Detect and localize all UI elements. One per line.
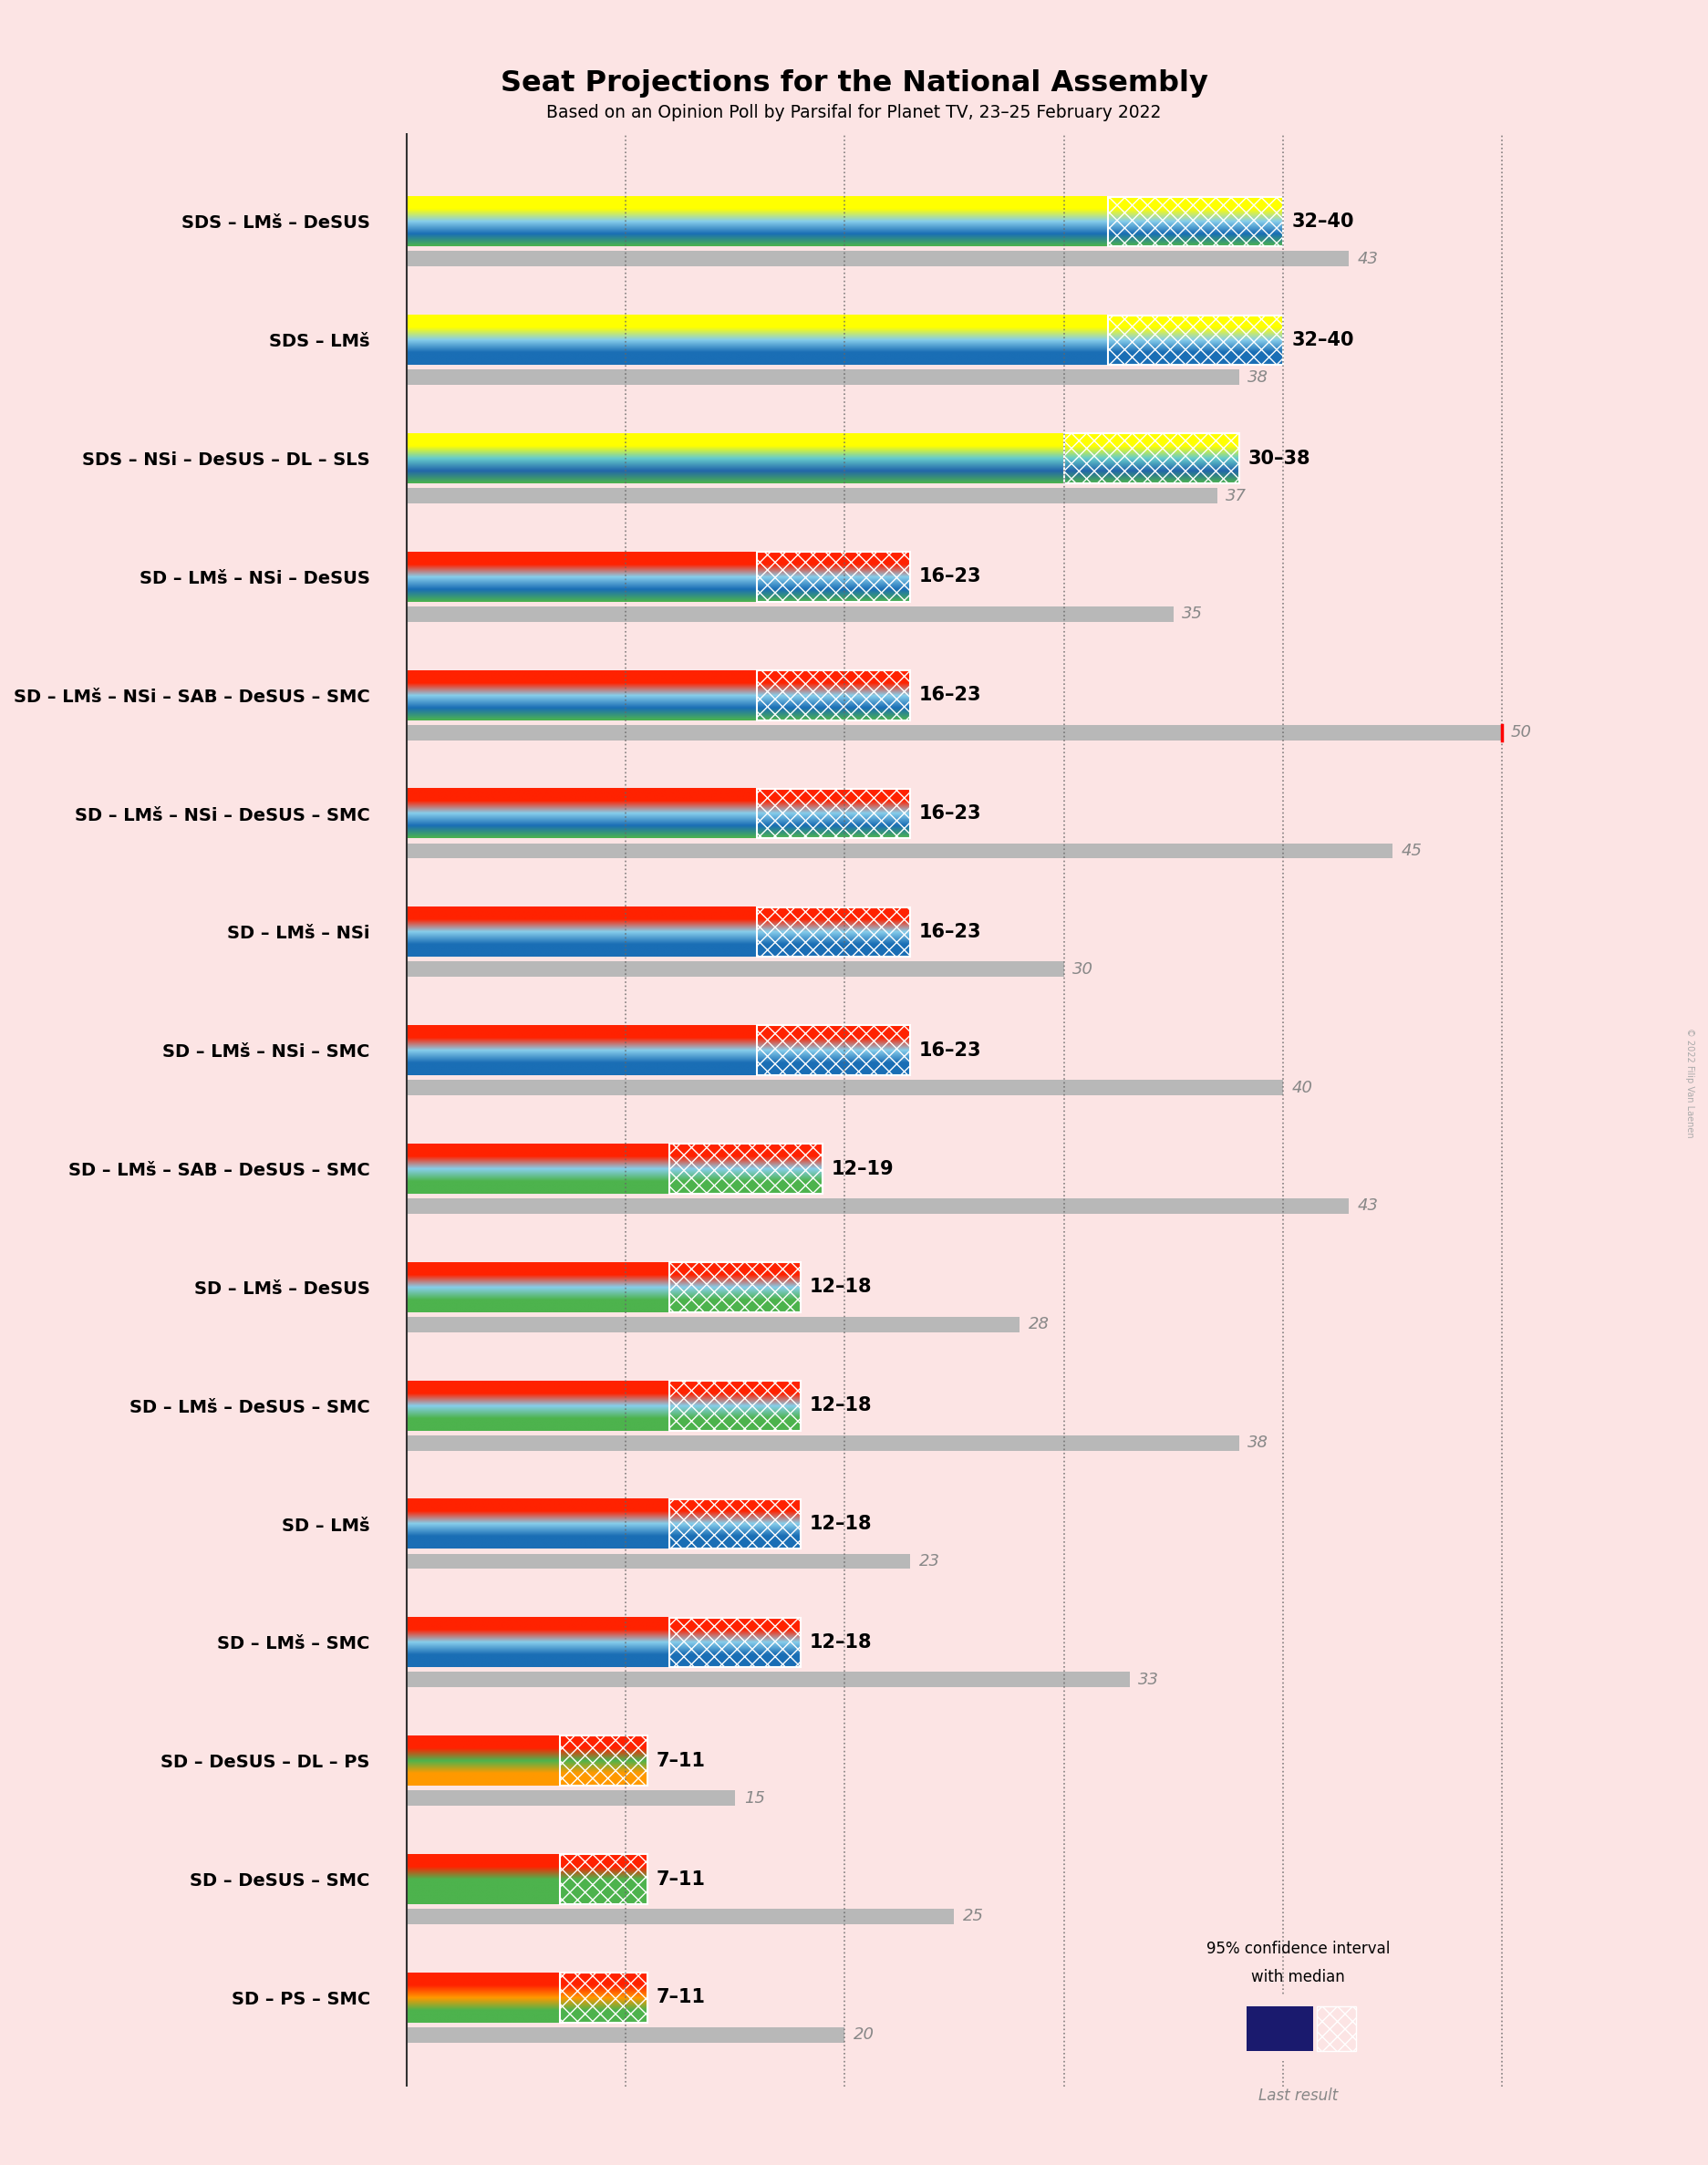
Text: 38: 38 [1249, 368, 1269, 385]
Text: 12–18: 12–18 [810, 1516, 873, 1533]
Text: © 2022 Filip Van Laenen: © 2022 Filip Van Laenen [1686, 1028, 1694, 1137]
Text: 30: 30 [1073, 961, 1093, 976]
Text: 16–23: 16–23 [919, 922, 982, 942]
Bar [407, 1435, 1238, 1451]
Bar [407, 370, 1238, 385]
Text: 50: 50 [1512, 725, 1532, 740]
Text: 33: 33 [1138, 1671, 1160, 1689]
Bar [407, 2026, 845, 2042]
Text: 16–23: 16–23 [919, 805, 982, 823]
Bar [1107, 316, 1283, 366]
Text: 37: 37 [1226, 487, 1247, 504]
Text: Based on an Opinion Poll by Parsifal for Planet TV, 23–25 February 2022: Based on an Opinion Poll by Parsifal for… [547, 104, 1161, 121]
Text: with median: with median [1252, 1968, 1344, 1985]
Bar [407, 1080, 1283, 1095]
Bar [670, 1617, 801, 1667]
Text: 12–19: 12–19 [832, 1160, 893, 1178]
Text: 32–40: 32–40 [1291, 331, 1354, 349]
Bar [407, 1554, 910, 1570]
Bar [757, 1026, 910, 1076]
Bar [407, 606, 1173, 621]
Bar [560, 1853, 647, 1903]
Bar [670, 1381, 801, 1431]
Bar [1107, 197, 1283, 247]
Text: 43: 43 [1358, 1197, 1378, 1215]
Text: 32–40: 32–40 [1291, 212, 1354, 232]
Text: 16–23: 16–23 [919, 686, 982, 704]
Text: 40: 40 [1291, 1080, 1313, 1095]
Text: 38: 38 [1249, 1435, 1269, 1451]
Text: 43: 43 [1358, 251, 1378, 266]
Bar [407, 1910, 955, 1925]
Text: Last result: Last result [1259, 2087, 1337, 2104]
Text: 28: 28 [1028, 1316, 1050, 1334]
Bar [757, 671, 910, 721]
Bar [670, 1143, 823, 1193]
Text: 35: 35 [1182, 606, 1202, 621]
Bar [407, 725, 1501, 740]
Text: 95% confidence interval: 95% confidence interval [1206, 1940, 1390, 1957]
Text: 15: 15 [745, 1790, 765, 1806]
Text: 7–11: 7–11 [656, 1871, 705, 1888]
Text: 7–11: 7–11 [656, 1987, 705, 2007]
Text: 16–23: 16–23 [919, 1041, 982, 1059]
Bar [407, 251, 1349, 266]
Text: 45: 45 [1401, 842, 1423, 860]
Bar [407, 1316, 1020, 1331]
Bar [1247, 2005, 1313, 2052]
Bar [407, 487, 1218, 502]
Text: Seat Projections for the National Assembly: Seat Projections for the National Assemb… [500, 69, 1208, 97]
Bar [407, 1790, 734, 1806]
Text: 20: 20 [854, 2026, 874, 2044]
Bar [757, 907, 910, 957]
Bar [407, 1671, 1129, 1687]
Bar [1064, 433, 1238, 483]
Text: 12–18: 12–18 [810, 1396, 873, 1414]
Bar [407, 961, 1064, 976]
Bar [560, 1972, 647, 2022]
Text: 16–23: 16–23 [919, 567, 982, 587]
Text: 12–18: 12–18 [810, 1277, 873, 1297]
Bar [407, 842, 1392, 860]
Text: 12–18: 12–18 [810, 1632, 873, 1652]
Bar [407, 1199, 1349, 1215]
Text: 30–38: 30–38 [1249, 448, 1310, 468]
Text: 7–11: 7–11 [656, 1751, 705, 1771]
Text: 23: 23 [919, 1552, 939, 1570]
Bar [1317, 2005, 1356, 2052]
Bar [670, 1262, 801, 1312]
Bar [757, 788, 910, 838]
Text: 25: 25 [963, 1907, 984, 1925]
Bar [670, 1498, 801, 1548]
Bar [560, 1736, 647, 1786]
Bar [757, 552, 910, 602]
